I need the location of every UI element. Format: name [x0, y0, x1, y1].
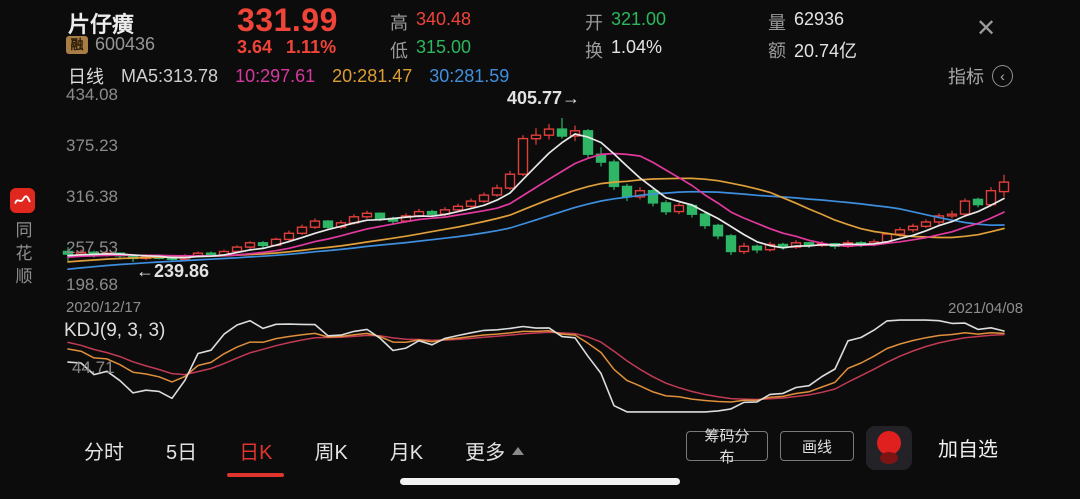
amount-value: 20.74亿 [794, 41, 858, 61]
active-tab-underline [227, 473, 285, 477]
high-quote: 高 340.48 [390, 9, 471, 35]
turnover-value: 1.04% [611, 37, 663, 57]
price-change: 3.64 [237, 37, 273, 57]
y-axis-label: 375.23 [66, 136, 118, 155]
chip-distribution-button[interactable]: 筹码分布 [686, 428, 768, 466]
candlestick-chart[interactable] [0, 85, 1080, 300]
low-value: 315.00 [416, 37, 472, 57]
alert-ball-button[interactable] [866, 426, 912, 470]
triangle-up-icon [512, 446, 525, 455]
y-axis-label: 257.53 [66, 238, 118, 257]
ths-logo-text: 同花顺 [12, 221, 32, 290]
open-value: 321.00 [611, 9, 667, 29]
y-axis-label: 434.08 [66, 85, 118, 104]
ma30-value: 30:281.59 [429, 65, 510, 86]
add-watchlist-button[interactable]: 加自选 [938, 439, 998, 461]
price-change-pct: 1.11% [286, 37, 337, 57]
home-indicator[interactable] [400, 478, 680, 485]
chevron-left-circle-icon: ‹ [992, 65, 1013, 87]
indicator-label: 指标 [948, 67, 984, 87]
ma20-value: 20:281.47 [332, 65, 413, 86]
stock-name: 片仔癀 [68, 12, 135, 37]
open-quote: 开 321.00 [585, 9, 666, 35]
high-label: 高 [390, 13, 408, 33]
tab-weekly-k[interactable]: 周K [314, 442, 348, 464]
ma10-value: 10:297.61 [235, 65, 316, 86]
high-value: 340.48 [416, 9, 472, 29]
low-quote: 低 315.00 [390, 37, 471, 63]
start-date-label: 2020/12/17 [66, 299, 142, 316]
turnover-quote: 换 1.04% [585, 37, 662, 63]
period-high-annotation: 405.77→ [507, 88, 581, 108]
turnover-label: 换 [585, 41, 603, 61]
amount-label: 额 [768, 41, 786, 61]
stock-code: 600436 [95, 34, 156, 54]
period-label[interactable]: 日线 [68, 67, 104, 87]
kdj-indicator-chart[interactable] [0, 315, 1080, 420]
ths-app-icon [9, 188, 35, 213]
margin-trading-badge: 融 [66, 35, 88, 54]
volume-value: 62936 [794, 9, 845, 29]
stock-code-row: 融 600436 [66, 34, 155, 55]
close-button[interactable]: ✕ [968, 13, 1004, 45]
indicator-button[interactable]: 指标 ‹ [948, 63, 1013, 89]
y-axis-label: 198.68 [66, 275, 118, 294]
volume-label: 量 [768, 13, 786, 33]
tab-monthly-k[interactable]: 月K [389, 442, 424, 464]
y-axis-label: 316.38 [66, 187, 118, 206]
current-price: 331.99 [237, 2, 338, 38]
tab-daily-k[interactable]: 日K [227, 434, 285, 477]
open-label: 开 [585, 13, 603, 33]
end-date-label: 2021/04/08 [948, 300, 1024, 317]
period-low-annotation: ←239.86 [136, 261, 210, 281]
ma-legend-bar: 日线 MA5:313.78 10:297.61 20:281.47 30:281… [68, 63, 509, 89]
red-ball-shadow [880, 452, 898, 464]
close-icon: ✕ [975, 15, 997, 42]
low-label: 低 [390, 41, 408, 61]
period-tab-bar: 分时 5日 日K 周K 月K 更多 [78, 434, 530, 477]
tab-5day[interactable]: 5日 [166, 442, 198, 464]
kdj-axis-value: 44.71 [72, 358, 115, 377]
ma5-value: MA5:313.78 [121, 65, 219, 86]
kdj-label[interactable]: KDJ(9, 3, 3) [64, 320, 166, 341]
tab-minute[interactable]: 分时 [84, 442, 124, 464]
red-ball-icon [877, 431, 901, 455]
ths-logo: 同花顺 [8, 188, 36, 290]
tab-more[interactable]: 更多 [459, 434, 530, 467]
draw-line-button[interactable]: 画线 [780, 431, 854, 461]
amount-quote: 额 20.74亿 [768, 37, 857, 63]
price-change-row: 3.64 1.11% [237, 37, 336, 58]
volume-quote: 量 62936 [768, 9, 844, 35]
